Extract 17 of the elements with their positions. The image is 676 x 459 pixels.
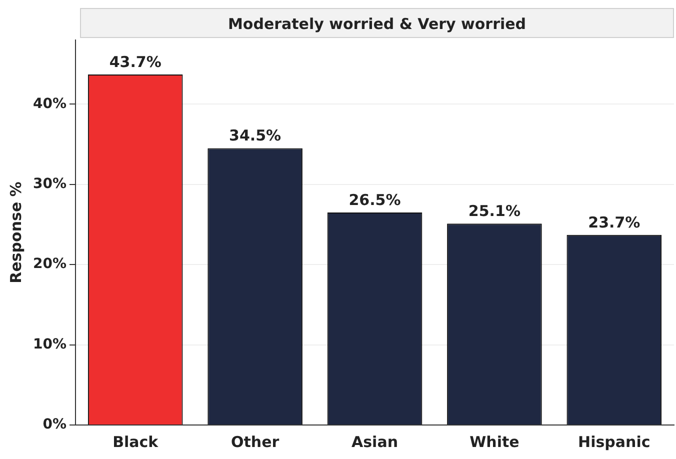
data-label: 23.7%	[588, 213, 640, 232]
y-axis-title: Response %	[6, 182, 25, 284]
y-tick-label: 40%	[32, 96, 67, 112]
x-tick-label: Hispanic	[578, 432, 650, 451]
y-tick-label: 0%	[42, 416, 67, 433]
chart-title: Moderately worried & Very worried	[80, 8, 674, 38]
x-tick-label: White	[470, 432, 520, 451]
x-tick-label: Asian	[352, 432, 398, 451]
data-label: 43.7%	[109, 52, 162, 71]
data-label: 26.5%	[348, 190, 401, 209]
data-label: 25.1%	[468, 202, 520, 220]
data-label: 34.5%	[229, 126, 282, 145]
y-tick-label: 30%	[32, 176, 67, 192]
y-tick-label: 20%	[32, 256, 67, 272]
y-tick-label: 10%	[32, 336, 67, 352]
x-tick-label: Black	[112, 432, 160, 451]
x-tick-label: Other	[230, 432, 280, 451]
